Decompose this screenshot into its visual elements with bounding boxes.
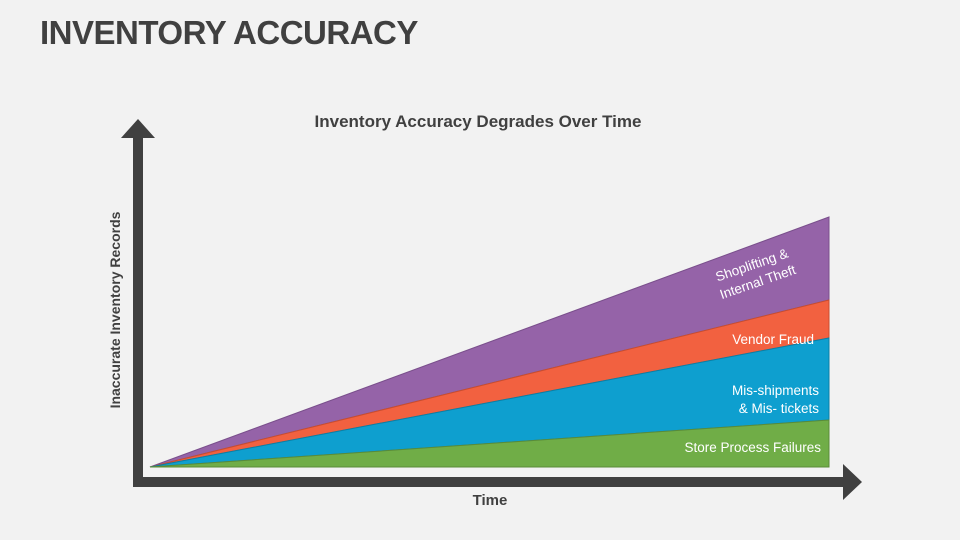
label-mis-shipments: Mis-shipments & Mis- tickets (732, 382, 819, 418)
label-mis-line2: & Mis- tickets (738, 401, 819, 416)
x-axis-label: Time (472, 492, 508, 509)
label-mis-line1: Mis-shipments (731, 383, 819, 398)
chart-title: Inventory Accuracy Degrades Over Time (314, 112, 642, 131)
x-axis-arrow (133, 464, 862, 500)
y-axis-arrow (121, 119, 155, 486)
band-store-process (149, 419, 830, 468)
y-axis-label: Inaccurate Inventory Records (107, 211, 123, 409)
label-store-process: Store Process Failures (684, 440, 821, 455)
page-title: INVENTORY ACCURACY (40, 14, 418, 51)
label-vendor-fraud: Vendor Fraud (732, 332, 814, 347)
